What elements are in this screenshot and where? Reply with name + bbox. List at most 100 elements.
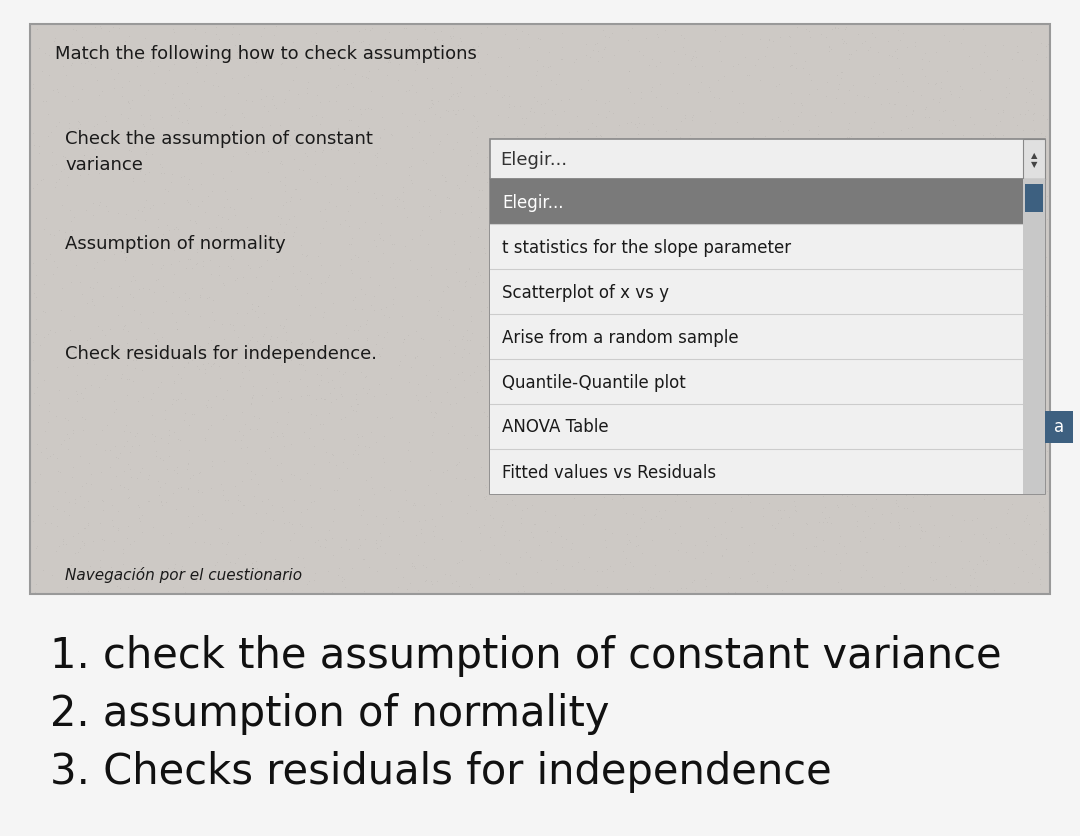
Point	[792, 409, 809, 422]
Point	[743, 356, 760, 370]
Point	[353, 283, 370, 296]
Point	[233, 125, 251, 138]
Point	[513, 512, 530, 525]
Point	[135, 119, 152, 132]
Point	[908, 335, 926, 349]
Point	[346, 324, 363, 337]
Point	[391, 58, 408, 71]
Point	[987, 119, 1004, 132]
Point	[699, 274, 716, 288]
Point	[298, 249, 315, 263]
Point	[272, 59, 289, 72]
Point	[311, 118, 328, 131]
Point	[470, 232, 487, 245]
Point	[523, 165, 540, 178]
Point	[708, 308, 726, 321]
Point	[213, 222, 230, 236]
Point	[707, 410, 725, 424]
Point	[484, 174, 501, 187]
Point	[566, 56, 583, 69]
Point	[339, 332, 356, 345]
Point	[149, 60, 166, 74]
Point	[595, 43, 612, 56]
Point	[179, 510, 197, 523]
Point	[810, 289, 827, 303]
Point	[401, 576, 418, 589]
Point	[511, 293, 528, 307]
Point	[489, 186, 507, 199]
Point	[789, 233, 807, 247]
Point	[92, 554, 109, 568]
Point	[243, 298, 260, 311]
Point	[743, 449, 760, 462]
Point	[118, 208, 135, 222]
Point	[620, 307, 637, 320]
Point	[755, 171, 772, 185]
Point	[764, 475, 781, 488]
Point	[819, 516, 836, 529]
Point	[637, 268, 654, 282]
Point	[63, 59, 80, 73]
Point	[774, 134, 792, 147]
Point	[801, 166, 819, 180]
Point	[926, 79, 943, 92]
Point	[279, 418, 296, 431]
Point	[313, 375, 330, 388]
Point	[552, 176, 569, 189]
Point	[225, 319, 242, 332]
Point	[239, 338, 256, 351]
Point	[38, 442, 55, 456]
Point	[444, 143, 461, 156]
Point	[402, 254, 419, 268]
Point	[683, 54, 700, 67]
Point	[714, 344, 731, 358]
Point	[238, 308, 255, 321]
Point	[904, 243, 921, 257]
Point	[664, 157, 681, 171]
Point	[52, 438, 69, 451]
Point	[529, 138, 546, 151]
Point	[440, 105, 457, 119]
Point	[644, 111, 661, 125]
Point	[644, 308, 661, 322]
Point	[99, 156, 117, 170]
Point	[191, 291, 208, 304]
Point	[969, 558, 986, 571]
Point	[381, 411, 399, 425]
Point	[669, 584, 686, 597]
Point	[701, 85, 718, 99]
Point	[79, 334, 96, 347]
Point	[372, 141, 389, 155]
Point	[987, 135, 1004, 149]
Point	[518, 502, 536, 515]
Point	[440, 281, 457, 294]
Point	[815, 370, 833, 383]
Point	[1029, 299, 1047, 313]
Point	[999, 503, 1016, 517]
Point	[571, 427, 589, 441]
Point	[639, 426, 657, 439]
Point	[408, 350, 426, 364]
Point	[153, 112, 171, 125]
Point	[60, 117, 78, 130]
Point	[175, 98, 192, 111]
Point	[620, 65, 637, 79]
Point	[814, 471, 832, 484]
Point	[710, 289, 727, 303]
Point	[983, 384, 1000, 397]
Point	[585, 190, 603, 203]
Point	[834, 33, 851, 47]
Point	[140, 283, 158, 297]
Point	[612, 303, 630, 317]
Point	[681, 501, 699, 514]
Point	[268, 21, 285, 34]
Point	[149, 273, 166, 286]
Point	[983, 217, 1000, 230]
Point	[27, 578, 44, 591]
Point	[926, 334, 943, 347]
Point	[103, 560, 120, 573]
Point	[255, 307, 272, 320]
Point	[60, 431, 78, 445]
Point	[558, 132, 576, 145]
Point	[543, 577, 561, 590]
